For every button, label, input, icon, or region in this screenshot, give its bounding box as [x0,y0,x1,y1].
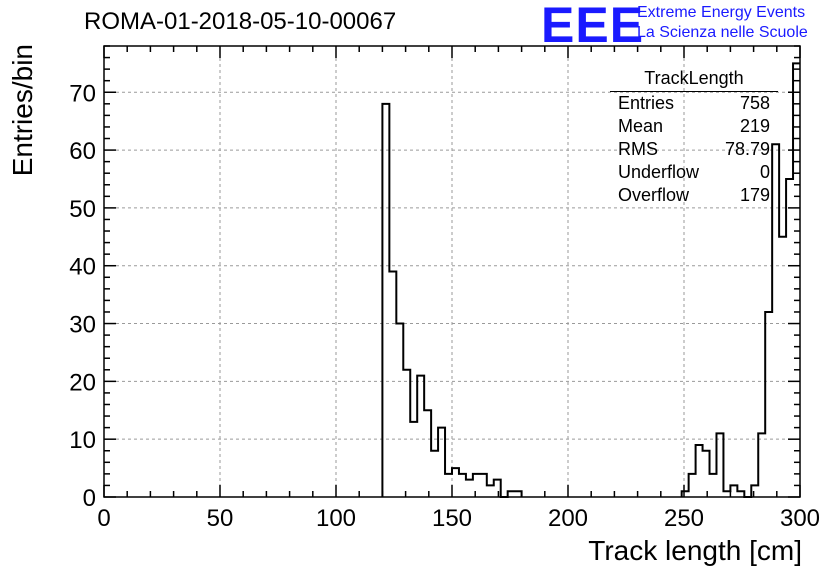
stats-label: Mean [618,116,664,136]
y-tick-label: 60 [69,138,96,165]
histogram-bin [508,491,515,497]
histogram-bin [431,451,438,497]
histogram-bin [765,312,772,497]
histogram-bin [730,485,737,497]
x-tick-label: 250 [664,505,704,532]
histogram-bin [410,422,417,497]
histogram-bin [382,104,389,497]
histogram-bin [445,474,452,497]
histogram-bin [779,237,786,497]
y-tick-label: 20 [69,369,96,396]
x-tick-label: 0 [97,505,110,532]
y-tick-label: 10 [69,427,96,454]
axis-ticks [103,45,801,498]
histogram-bin [438,428,445,497]
histogram-bin [466,480,473,497]
histogram-bin [758,433,765,497]
histogram-bin [682,491,689,497]
histogram-bin [424,410,431,497]
y-tick-label: 40 [69,254,96,281]
run-title: ROMA-01-2018-05-10-00067 [84,8,397,35]
brand-line-2: La Scienza nelle Scuole [637,24,808,41]
histogram-bin [793,63,800,497]
x-tick-label: 200 [548,505,588,532]
stats-label: Overflow [618,185,690,205]
histogram-bin [689,474,696,497]
y-tick-label: 0 [83,485,96,512]
histogram-bin [515,491,522,497]
brand-line-1: Extreme Energy Events [637,4,806,21]
x-tick-label: 50 [207,505,234,532]
stats-title: TrackLength [610,68,778,92]
histogram-outline [381,62,800,498]
stats-label: RMS [618,139,658,159]
histogram-bars [381,62,800,498]
histogram-bin [480,474,487,497]
stats-value: 758 [739,93,770,113]
histogram-bin [494,480,501,497]
stats-row-rms: RMS 78.79 [610,138,778,161]
grid-lines [104,46,800,497]
histogram-bin [452,468,459,497]
y-axis-label: Entries/bin [7,44,38,176]
tick-labels: 0 50 100 150 200 250 300 0 10 20 30 40 50 60 70 [69,80,820,532]
histogram-bin [389,272,396,498]
y-tick-label: 50 [69,196,96,223]
x-tick-label: 150 [432,505,472,532]
stats-value: 219 [739,116,770,136]
stats-row-mean: Mean 219 [610,115,778,138]
histogram-bin [786,179,793,497]
histogram-bin [696,445,703,497]
stats-label: Underflow [618,162,700,182]
histogram-bin [487,485,494,497]
y-tick-label: 70 [69,80,96,107]
eee-logo: EEE [541,0,645,53]
stats-box: TrackLength Entries 758 Mean 219 RMS 78.… [610,68,778,207]
x-axis-label: Track length [cm] [588,535,802,566]
stats-row-entries: Entries 758 [610,92,778,115]
histogram-bin [396,324,403,497]
histogram-bin [459,474,466,497]
histogram-bin [703,451,710,497]
histogram-bin [710,474,717,497]
stats-row-underflow: Underflow 0 [610,161,778,184]
y-tick-label: 30 [69,312,96,339]
x-tick-label: 300 [780,505,820,532]
x-tick-label: 100 [316,505,356,532]
histogram-bin [417,376,424,497]
stats-value: 0 [759,162,770,182]
histogram-bin [723,491,730,497]
histogram-bin [403,370,410,497]
histogram-bin [737,491,744,497]
stats-row-overflow: Overflow 179 [610,184,778,207]
histogram-bin [473,474,480,497]
histogram-bin [751,485,758,497]
stats-value: 179 [739,185,770,205]
stats-value: 78.79 [724,139,770,159]
histogram-bin [716,433,723,497]
stats-label: Entries [618,93,675,113]
